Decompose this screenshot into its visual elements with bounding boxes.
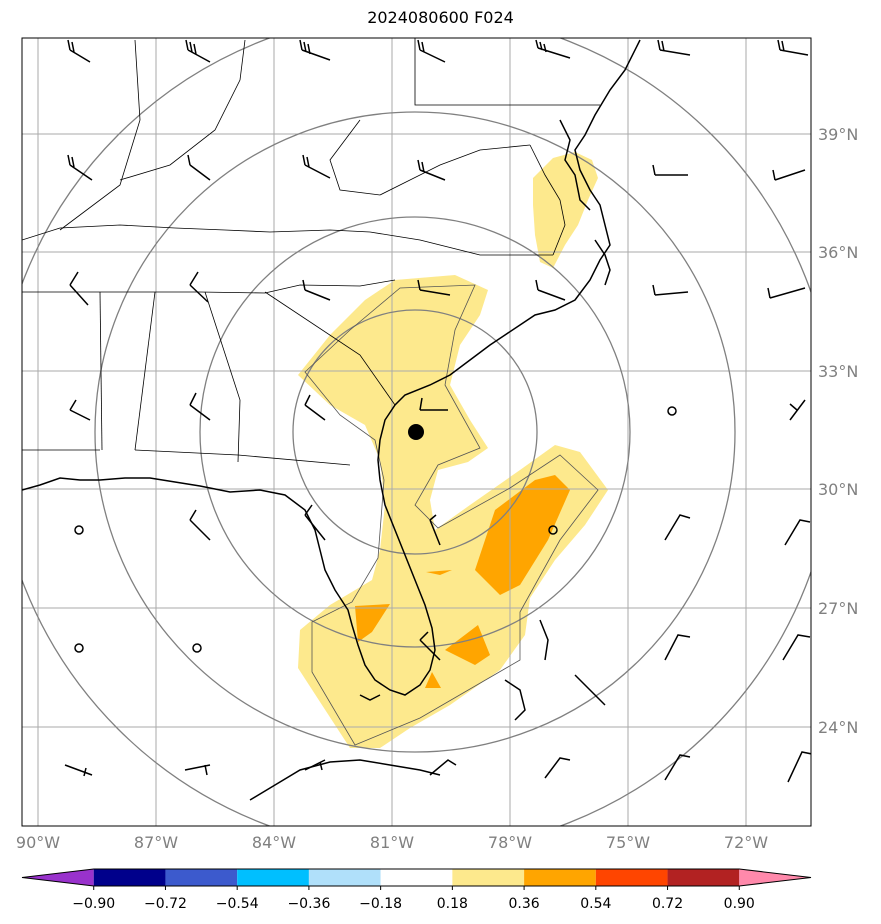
colorbar-segment xyxy=(237,869,309,886)
colorbar-segment xyxy=(308,869,381,886)
map-frame xyxy=(21,37,812,827)
state-borders xyxy=(22,38,600,466)
lon-tick: 87°W xyxy=(134,833,178,852)
colorbar-tick-label: −0.36 xyxy=(287,896,330,912)
contour-lines xyxy=(304,284,599,746)
range-rings xyxy=(22,38,811,826)
colorbar-tick-label: −0.18 xyxy=(359,896,402,912)
colorbar-segment xyxy=(595,869,668,886)
longitude-ticks: 90°W 87°W 84°W 81°W 78°W 75°W 72°W xyxy=(16,833,768,852)
lon-tick: 72°W xyxy=(724,833,768,852)
colorbar-tick-label: 0.90 xyxy=(724,896,755,912)
lat-tick: 27°N xyxy=(818,599,858,618)
colorbar-segment xyxy=(452,869,525,886)
colorbar-tick-label: −0.72 xyxy=(144,896,187,912)
colorbar-segment xyxy=(165,869,238,886)
shaded-field-low xyxy=(298,152,608,748)
lon-tick: 84°W xyxy=(252,833,296,852)
storm-center-marker xyxy=(408,424,424,440)
lon-tick: 75°W xyxy=(606,833,650,852)
lon-tick: 90°W xyxy=(16,833,60,852)
colorbar-tick-label: −0.54 xyxy=(216,896,259,912)
wind-barbs xyxy=(64,39,811,783)
lat-tick: 24°N xyxy=(818,718,858,737)
calm-wind-markers xyxy=(74,406,677,653)
latitude-ticks: 39°N 36°N 33°N 30°N 27°N 24°N xyxy=(818,125,858,737)
shaded-field-mid xyxy=(355,475,570,688)
lat-tick: 36°N xyxy=(818,243,858,262)
colorbar-tick-label: 0.18 xyxy=(437,896,468,912)
colorbar-segment xyxy=(524,869,596,886)
colorbar-segment xyxy=(739,869,811,886)
lat-tick: 33°N xyxy=(818,362,858,381)
colorbar-segment xyxy=(22,869,94,886)
colorbar-tick-label: −0.90 xyxy=(72,896,115,912)
lon-tick: 78°W xyxy=(488,833,532,852)
map-title: 2024080600 F024 xyxy=(367,8,514,27)
gridlines xyxy=(22,38,811,826)
colorbar-segment xyxy=(93,869,166,886)
lat-tick: 30°N xyxy=(818,480,858,499)
colorbar-segment xyxy=(667,869,740,886)
colorbar-tick-label: 0.54 xyxy=(580,896,611,912)
colorbar-segment xyxy=(380,869,453,886)
coastlines xyxy=(22,39,641,801)
colorbar: −0.90 −0.72 −0.54 −0.36 −0.18 0.18 0.36 0.54 0.7… xyxy=(21,868,812,912)
lon-tick: 81°W xyxy=(370,833,414,852)
lat-tick: 39°N xyxy=(818,125,858,144)
colorbar-tick-label: 0.36 xyxy=(509,896,540,912)
colorbar-tick-label: 0.72 xyxy=(652,896,683,912)
